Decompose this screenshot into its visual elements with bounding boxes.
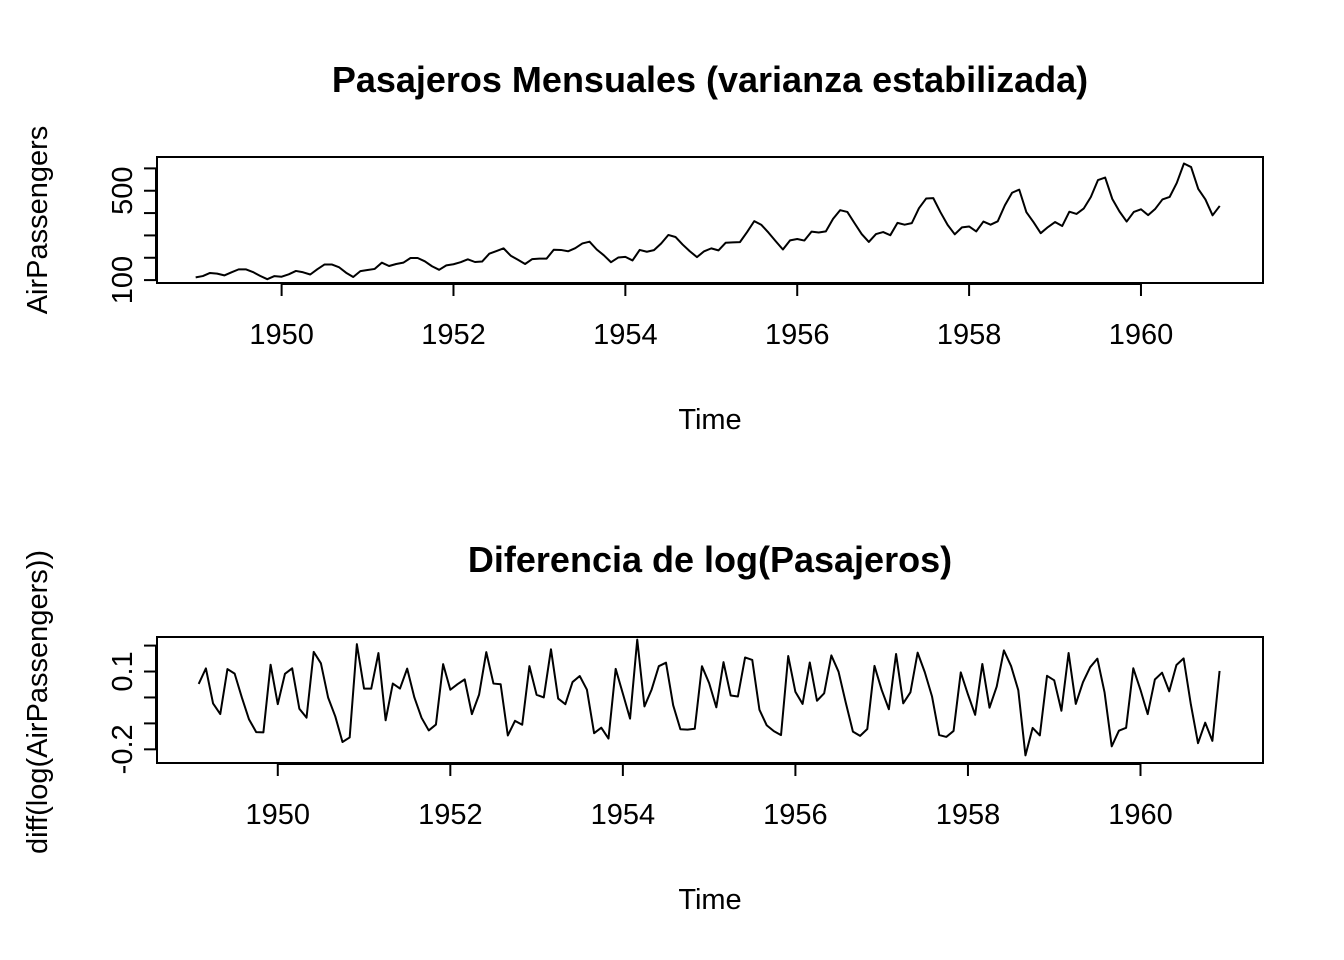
x-tick-label: 1950 — [249, 319, 314, 351]
x-tick-label: 1958 — [937, 319, 1002, 351]
x-tick-label: 1952 — [418, 799, 483, 831]
x-tick-label: 1956 — [763, 799, 828, 831]
panel-air-passengers: Pasajeros Mensuales (varianza estabiliza… — [22, 59, 1264, 436]
x-tick-label: 1950 — [246, 799, 311, 831]
x-tick-label: 1956 — [765, 319, 830, 351]
plot-frame — [156, 156, 1264, 284]
x-axis-label: Time — [678, 884, 741, 916]
x-axis-label: Time — [678, 404, 741, 436]
y-tick-label: 500 — [107, 167, 139, 215]
chart-title: Diferencia de log(Pasajeros) — [468, 539, 952, 580]
x-tick-label: 1954 — [593, 319, 658, 351]
chart-title: Pasajeros Mensuales (varianza estabiliza… — [332, 59, 1088, 100]
y-axis: -0.2 0.1 — [107, 644, 157, 774]
y-tick-label: 100 — [107, 256, 139, 304]
series-line — [195, 162, 1221, 281]
x-axis: 1950 1952 1954 1956 1958 1960 — [249, 283, 1174, 351]
x-tick-label: 1960 — [1108, 799, 1173, 831]
panel-diff-log: Diferencia de log(Pasajeros) 1950 1952 195… — [22, 539, 1264, 916]
y-tick-label: 0.1 — [107, 651, 139, 691]
x-axis: 1950 1952 1954 1956 1958 1960 — [246, 763, 1173, 831]
plot-frame — [156, 636, 1264, 764]
x-tick-label: 1958 — [936, 799, 1001, 831]
x-tick-label: 1952 — [421, 319, 486, 351]
y-tick-label: -0.2 — [107, 724, 139, 774]
y-axis-label: diff(log(AirPassengers)) — [22, 550, 54, 854]
y-axis-label: AirPassengers — [22, 126, 54, 315]
x-tick-label: 1960 — [1109, 319, 1174, 351]
series-line — [197, 638, 1221, 757]
y-axis: 100 500 — [107, 167, 157, 304]
x-tick-label: 1954 — [591, 799, 656, 831]
